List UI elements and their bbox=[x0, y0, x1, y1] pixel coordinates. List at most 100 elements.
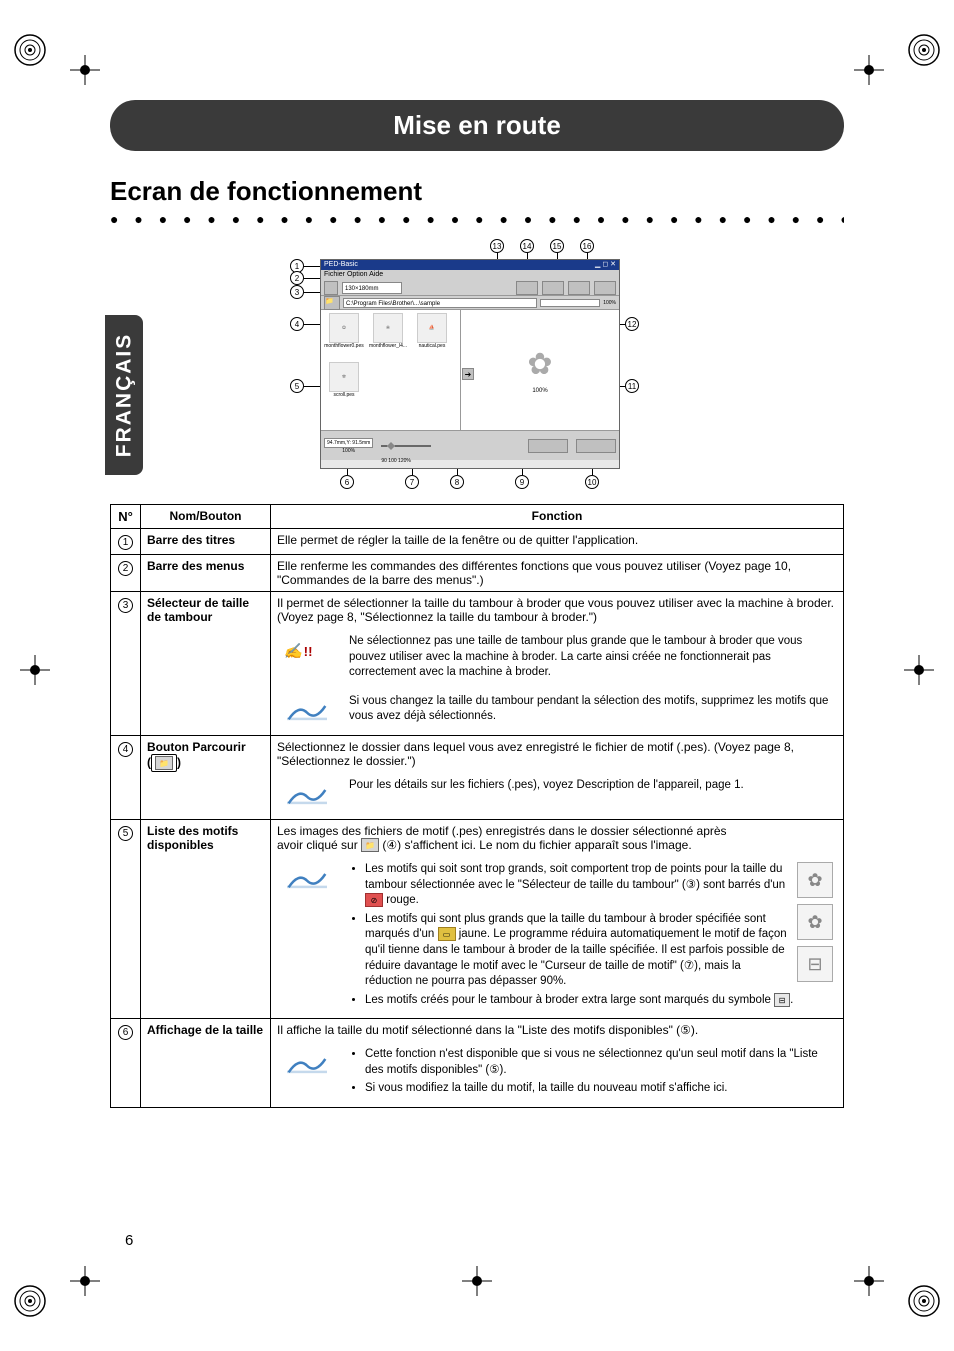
red-cross-icon: ⊘ bbox=[365, 893, 383, 907]
callout-8: 8 bbox=[450, 475, 464, 489]
table-row: 2 Barre des menus Elle renferme les comm… bbox=[111, 555, 844, 592]
pattern-thumb: ✿monthflower0.pes bbox=[324, 313, 364, 358]
crop-mark bbox=[70, 1266, 100, 1296]
note-icon bbox=[277, 862, 337, 896]
callout-9: 9 bbox=[515, 475, 529, 489]
th-num: N° bbox=[111, 505, 141, 529]
page-number: 6 bbox=[125, 1232, 133, 1249]
row-num-2: 2 bbox=[118, 561, 133, 576]
mockup-titlebar: PED-Basic ▁ ◻ ✕ bbox=[321, 260, 619, 270]
page-content: Mise en route Ecran de fonctionnement ● … bbox=[110, 100, 844, 1251]
svg-text:!!: !! bbox=[304, 644, 313, 659]
pattern-list: ✿monthflower0.pes ❀monthflower_l4... ⛵na… bbox=[321, 310, 461, 430]
size-slider: 90 100 120% bbox=[381, 436, 431, 456]
table-row: 5 Liste des motifs disponibles Les image… bbox=[111, 819, 844, 1019]
toolbar-button bbox=[568, 281, 590, 295]
callout-15: 15 bbox=[550, 239, 564, 253]
mockup-pathbar: 📁 C:\Program Files\Brother\...\sample 10… bbox=[321, 296, 619, 310]
row-num-6: 6 bbox=[118, 1025, 133, 1040]
row-num-4: 4 bbox=[118, 742, 133, 757]
toolbar-button bbox=[594, 281, 616, 295]
th-name: Nom/Bouton bbox=[141, 505, 271, 529]
row-func-6: Il affiche la taille du motif sélectionn… bbox=[271, 1019, 844, 1108]
bottom-button bbox=[528, 439, 568, 453]
mockup-body: ✿monthflower0.pes ❀monthflower_l4... ⛵na… bbox=[321, 310, 619, 430]
row5-intro-c: (④) s'affichent ici. Le nom du fichier a… bbox=[382, 838, 691, 852]
mockup-statusbar: 94.7mm,Y: 91.5mm 100% 90 100 120% bbox=[321, 430, 619, 460]
callout-10: 10 bbox=[585, 475, 599, 489]
mockup-title: PED-Basic bbox=[324, 260, 358, 270]
note-icon bbox=[277, 778, 337, 812]
screenshot-diagram: 13 14 15 16 1 2 3 4 5 12 11 6 7 8 9 10 bbox=[290, 239, 844, 489]
table-row: 6 Affichage de la taille Il affiche la t… bbox=[111, 1019, 844, 1108]
folder-open-icon: 📁 bbox=[155, 756, 173, 770]
preview-slider bbox=[540, 299, 600, 307]
language-label: FRANÇAIS bbox=[112, 333, 136, 458]
mockup-toolbar: 130×180mm bbox=[321, 280, 619, 296]
hoop-icon bbox=[324, 281, 338, 295]
row-name-1: Barre des titres bbox=[141, 529, 271, 555]
folder-open-icon: 📁 bbox=[361, 838, 379, 852]
toolbar-button bbox=[516, 281, 538, 295]
callout-4: 4 bbox=[290, 317, 304, 331]
arrow-icon: ➔ bbox=[462, 368, 474, 380]
pattern-thumb: ⛵nautical.pes bbox=[412, 313, 452, 358]
svg-text:✍: ✍ bbox=[284, 642, 306, 660]
callout-7: 7 bbox=[405, 475, 419, 489]
callout-2: 2 bbox=[290, 271, 304, 285]
row-func-1: Elle permet de régler la taille de la fe… bbox=[271, 529, 844, 555]
example-red-icon: ✿ bbox=[797, 862, 833, 898]
preview-zoom: 100% bbox=[532, 388, 547, 394]
right-zoom: 100% bbox=[603, 300, 616, 306]
row5-bullets: ✿ ✿ ⊟ Les motifs qui soit sont trop gran… bbox=[349, 862, 837, 1011]
row3-warn: Ne sélectionnez pas une taille de tambou… bbox=[349, 634, 837, 681]
example-el-icon: ⊟ bbox=[797, 946, 833, 982]
yellow-mark-icon: ▭ bbox=[438, 927, 456, 941]
row3-intro: Il permet de sélectionner la taille du t… bbox=[277, 596, 837, 624]
row-name-3: Sélecteur de taille de tambour bbox=[141, 592, 271, 736]
extra-large-symbol-icon: ⊟ bbox=[774, 993, 790, 1007]
toolbar-button bbox=[542, 281, 564, 295]
callout-16: 16 bbox=[580, 239, 594, 253]
crop-mark bbox=[462, 1266, 492, 1296]
row6-bullets: Cette fonction n'est disponible que si v… bbox=[349, 1047, 837, 1100]
example-thumbs: ✿ ✿ ⊟ bbox=[797, 862, 837, 988]
callout-6: 6 bbox=[340, 475, 354, 489]
preview-pattern-icon: ✿ bbox=[527, 347, 552, 382]
section-title: Ecran de fonctionnement bbox=[110, 176, 844, 207]
crop-mark bbox=[854, 55, 884, 85]
language-tab: FRANÇAIS bbox=[105, 315, 143, 475]
note-icon bbox=[277, 694, 337, 728]
mockup-menubar: Fichier Option Aide bbox=[321, 270, 619, 280]
crop-mark bbox=[70, 55, 100, 85]
row-num-3: 3 bbox=[118, 598, 133, 613]
warning-icon: ✍!! bbox=[277, 634, 337, 668]
crop-mark bbox=[20, 655, 50, 685]
example-yellow-icon: ✿ bbox=[797, 904, 833, 940]
registration-mark-tl bbox=[10, 30, 50, 70]
table-row: 1 Barre des titres Elle permet de régler… bbox=[111, 529, 844, 555]
row-name-4: Bouton Parcourir (📁) bbox=[141, 735, 271, 819]
browse-icon: 📁 bbox=[324, 296, 340, 310]
callout-11: 11 bbox=[625, 379, 639, 393]
callout-12: 12 bbox=[625, 317, 639, 331]
preview-area: ✿ 100% bbox=[461, 310, 619, 430]
pattern-thumb: ❀monthflower_l4... bbox=[368, 313, 408, 358]
window-controls-icon: ▁ ◻ ✕ bbox=[595, 260, 616, 270]
app-window-mockup: PED-Basic ▁ ◻ ✕ Fichier Option Aide 130×… bbox=[320, 259, 620, 469]
callout-5: 5 bbox=[290, 379, 304, 393]
main-heading: Mise en route bbox=[110, 100, 844, 151]
hoop-size-dropdown: 130×180mm bbox=[342, 282, 402, 294]
row-func-5: Les images des fichiers de motif (.pes) … bbox=[271, 819, 844, 1019]
registration-mark-tr bbox=[904, 30, 944, 70]
table-row: 4 Bouton Parcourir (📁) Sélectionnez le d… bbox=[111, 735, 844, 819]
callout-14: 14 bbox=[520, 239, 534, 253]
table-row: 3 Sélecteur de taille de tambour Il perm… bbox=[111, 592, 844, 736]
row-num-5: 5 bbox=[118, 826, 133, 841]
registration-mark-bl bbox=[10, 1281, 50, 1321]
row-name-2: Barre des menus bbox=[141, 555, 271, 592]
path-field: C:\Program Files\Brother\...\sample bbox=[343, 298, 537, 308]
separator-dots: ● ● ● ● ● ● ● ● ● ● ● ● ● ● ● ● ● ● ● ● … bbox=[110, 211, 844, 227]
row-func-3: Il permet de sélectionner la taille du t… bbox=[271, 592, 844, 736]
row6-intro: Il affiche la taille du motif sélectionn… bbox=[277, 1023, 837, 1037]
